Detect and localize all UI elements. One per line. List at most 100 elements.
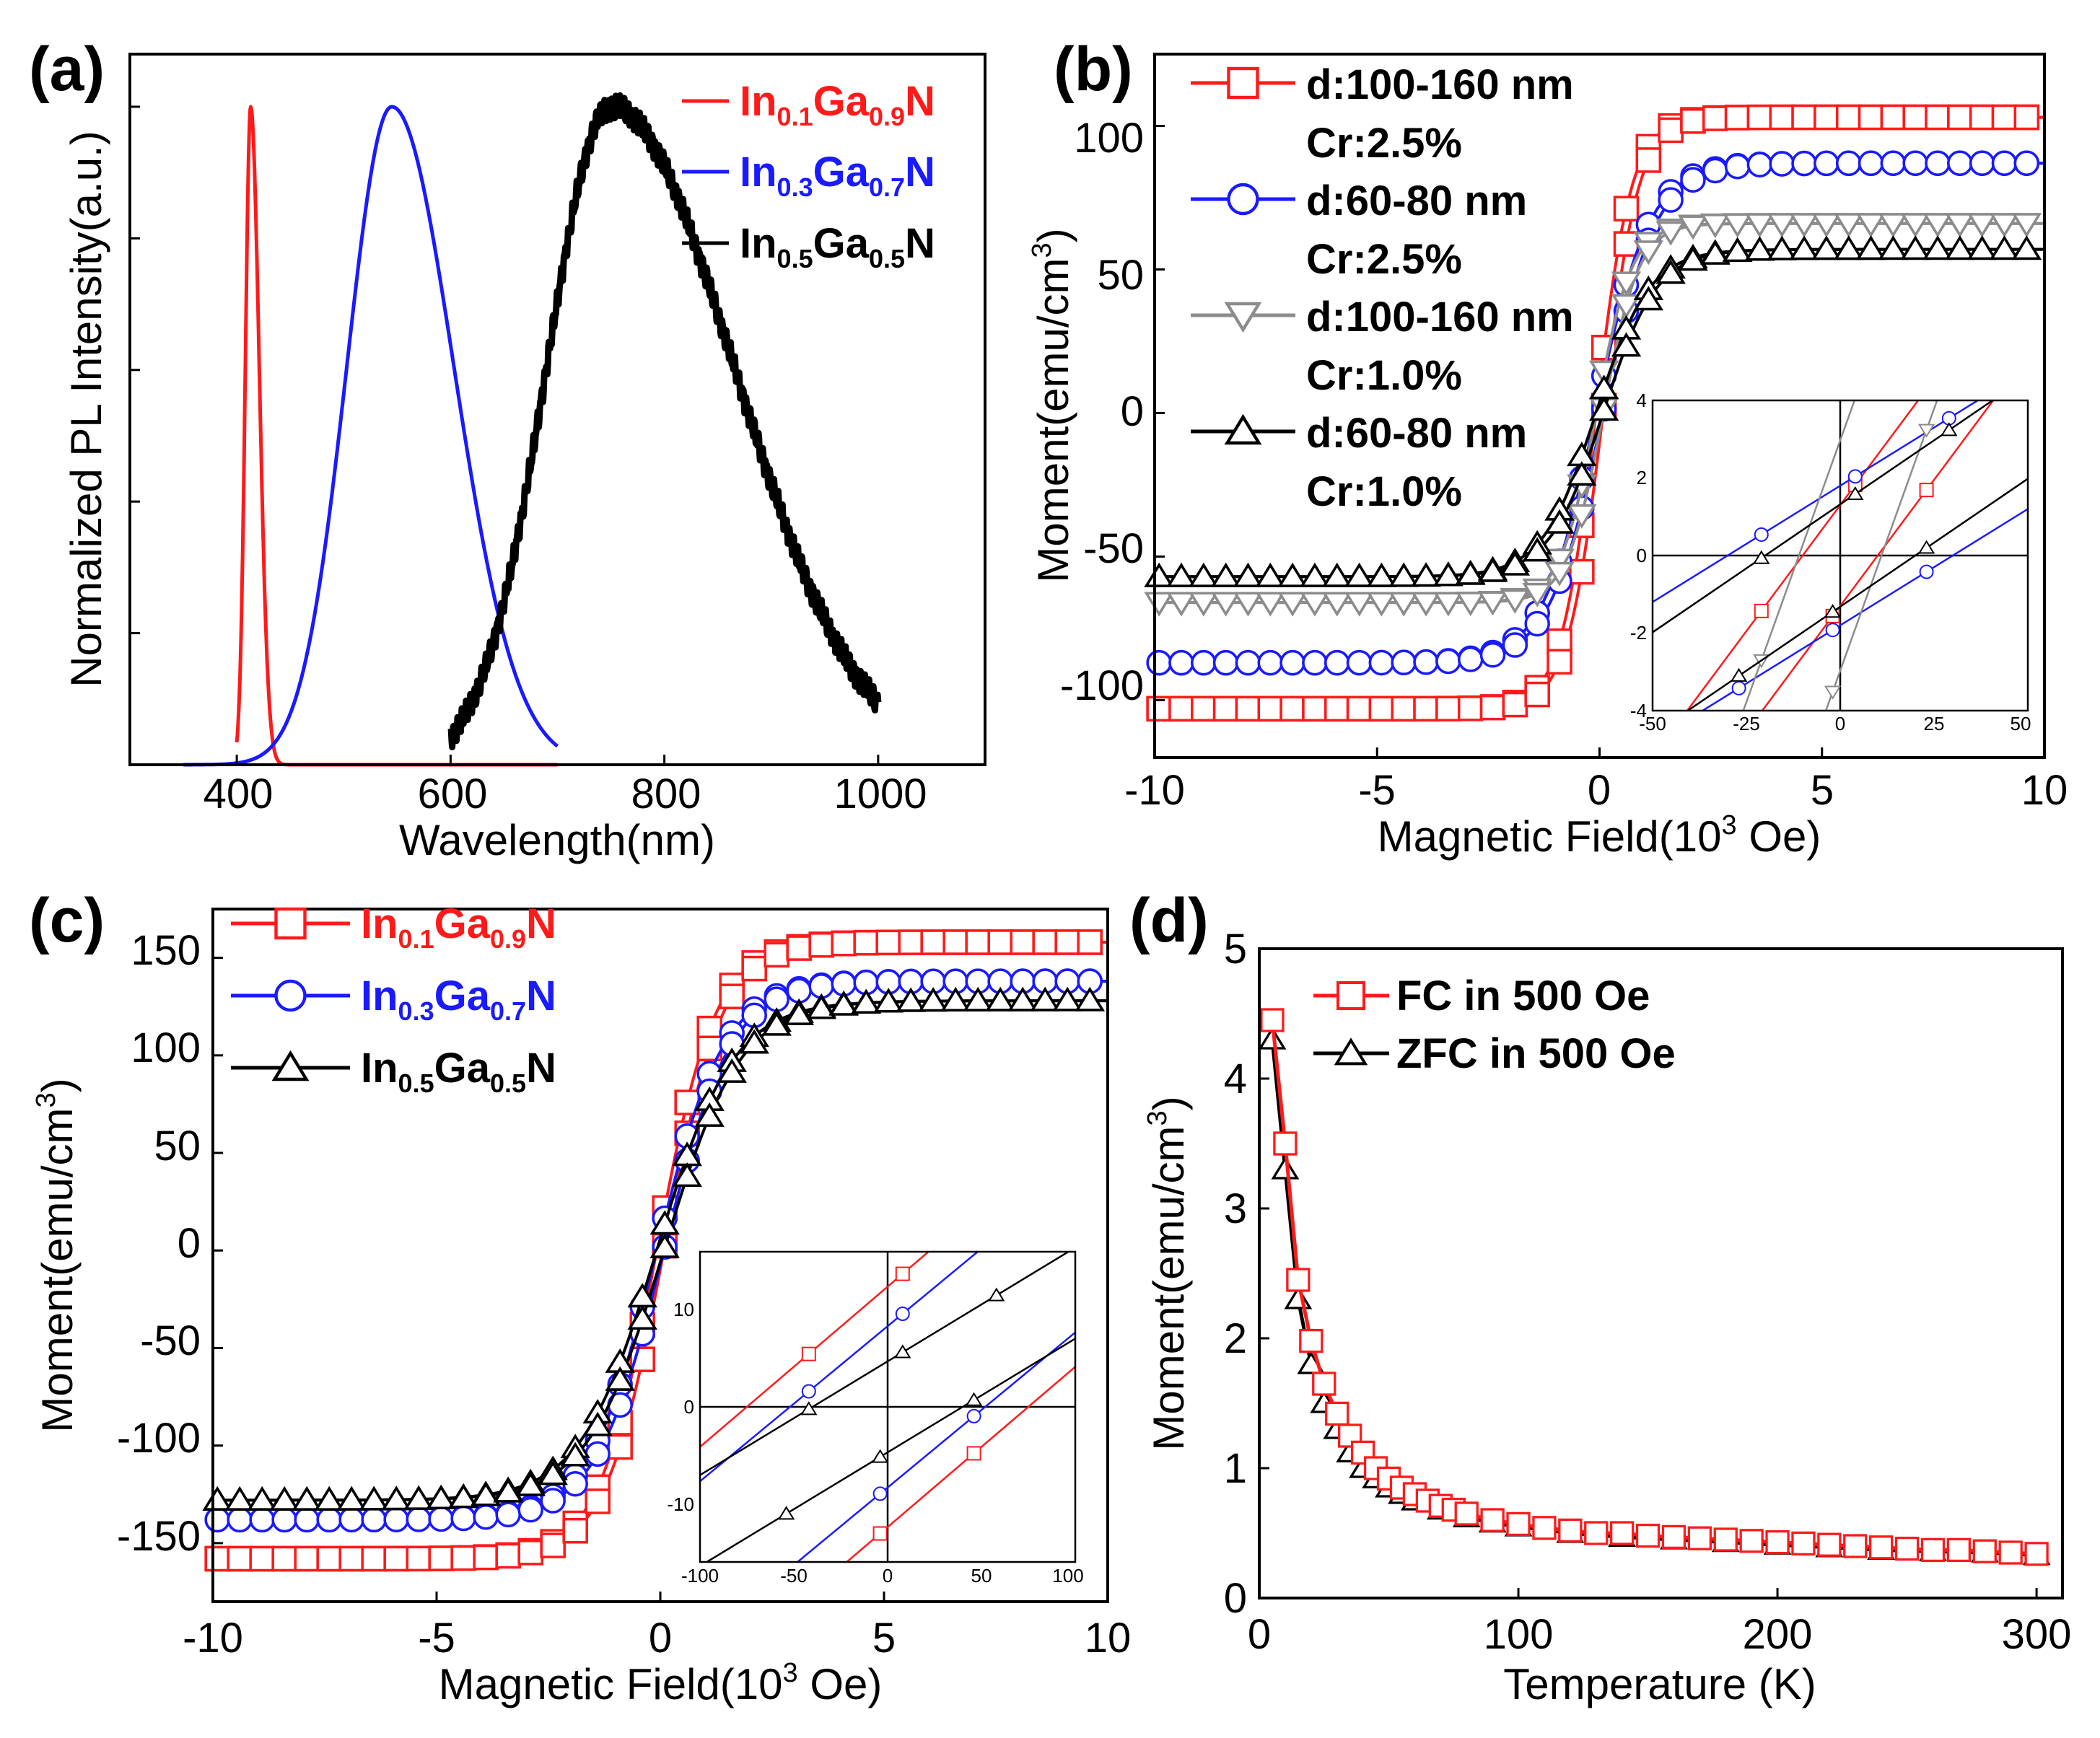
mh-point-gray	[2011, 213, 2042, 238]
inset-branch-blue	[1700, 508, 2028, 711]
panel-a-label: (a)	[29, 35, 105, 104]
mh-point-gray	[1544, 548, 1575, 574]
inset-b-xtick: -25	[1733, 713, 1760, 734]
mh-point-red	[1457, 695, 1484, 721]
legend-b-3-line1: d:100-160 nm	[1306, 294, 1574, 341]
mh-point-blue	[2013, 150, 2040, 176]
mh-point-black	[1966, 235, 1998, 260]
mh-point-blue	[271, 1506, 297, 1533]
mh-point-black	[1922, 235, 1953, 260]
mh-point-blue	[1969, 150, 1995, 176]
inset-point-red	[801, 1346, 816, 1361]
mh-point-red	[1569, 558, 1595, 585]
mh-point-gray	[1855, 213, 1886, 238]
mh-point-black	[1522, 537, 1552, 562]
mh-point-blue	[1413, 649, 1439, 675]
mh-point-blue	[1457, 646, 1484, 672]
mh-point-red	[1212, 695, 1239, 722]
mh-point-black	[761, 1011, 792, 1036]
panel-c-ytick: 50	[154, 1123, 201, 1169]
mh-point-black	[1388, 562, 1419, 587]
panel-d-ticks	[1258, 947, 2038, 1599]
mh-point-gray	[1655, 221, 1686, 246]
mh-point-black	[1030, 986, 1060, 1011]
mh-point-red	[808, 931, 834, 958]
mh-point-red	[853, 930, 879, 956]
mh-point-blue	[1502, 632, 1528, 658]
inset-point-gray	[1824, 685, 1842, 700]
mh-point-gray	[1255, 592, 1286, 617]
mh-point-gray	[1189, 592, 1219, 617]
mh-point-blue	[338, 1506, 364, 1533]
mh-point-red	[517, 1540, 543, 1566]
mh-point-black	[269, 1485, 299, 1511]
mh-point-black	[1433, 561, 1464, 587]
panel-d-ytick: 4	[1224, 1055, 1247, 1102]
inset-c-xtick: 50	[971, 1565, 992, 1586]
mh-point-blue	[1880, 150, 1907, 176]
mh-point-gray	[1300, 592, 1330, 617]
inset-b-xtick: 50	[2011, 713, 2031, 734]
mh-point-black	[1007, 986, 1038, 1011]
mh-point-blue	[1769, 151, 1795, 177]
mh-point-red	[1880, 104, 1907, 131]
inset-b-xtick: -50	[1639, 713, 1666, 734]
mt-point-red	[1661, 1524, 1686, 1550]
inset-branch-blue	[796, 1331, 1075, 1562]
mh-point-black	[1567, 461, 1597, 486]
panel-c-xtick: 5	[872, 1615, 896, 1662]
mt-point-red	[1506, 1511, 1531, 1537]
pl-curve-blue	[182, 105, 559, 767]
mt-point-red	[1687, 1526, 1712, 1550]
panel-b: (b) -10 -5 0 5 10 -100 -50 0 50 100 Magn…	[1027, 35, 2068, 861]
inset-c-ytick: 0	[684, 1396, 694, 1418]
mh-point-red	[1969, 104, 1995, 131]
mh-point-red	[1702, 105, 1728, 131]
mh-point-gray	[1366, 592, 1397, 617]
mt-point-red	[1299, 1328, 1324, 1353]
inset-b-ytick: -2	[1630, 622, 1647, 644]
mh-point-black	[1588, 396, 1619, 421]
inset-b-ytick: 2	[1637, 467, 1647, 488]
panel-d-xtick: 300	[2002, 1611, 2072, 1658]
inset-branch-blue	[1653, 400, 1980, 603]
mh-point-black	[1811, 235, 1842, 260]
mh-point-red	[1658, 117, 1684, 144]
mt-point-red	[1609, 1521, 1635, 1545]
mh-point-black	[1789, 235, 1819, 260]
mh-point-black	[582, 1411, 613, 1436]
mh-point-black	[1834, 235, 1864, 260]
mh-point-black	[1075, 986, 1105, 1011]
inset-c-xtick: -100	[681, 1565, 719, 1586]
panel-d-ytick: 2	[1224, 1315, 1247, 1362]
mh-point-blue	[495, 1501, 521, 1528]
inset-point-blue	[1919, 564, 1934, 579]
mh-point-red	[338, 1545, 364, 1572]
mh-point-black	[605, 1366, 635, 1391]
panel-b-legend-marks	[1191, 66, 1295, 445]
mh-point-gray	[1744, 213, 1775, 238]
panel-d-ytick: 5	[1224, 926, 1247, 973]
inset-lines	[1653, 400, 2028, 711]
panel-b-label: (b)	[1054, 35, 1133, 104]
panel-c-xtick: -5	[418, 1615, 455, 1662]
panel-b-inset: -50 -25 0 25 50 -4 -2 0 2 4	[1630, 390, 2031, 734]
mh-point-black	[806, 994, 836, 1019]
mh-point-gray	[1233, 592, 1264, 617]
panel-b-ticks	[1153, 124, 2046, 758]
mh-point-gray	[1611, 294, 1642, 319]
mh-point-red	[719, 983, 745, 1009]
legend-c-in05-ga05: In0.5Ga0.5N	[361, 1045, 556, 1098]
mh-point-black	[627, 1305, 657, 1330]
mh-point-blue	[562, 1470, 588, 1497]
legend-b-2-line1: d:60-80 nm	[1306, 177, 1527, 224]
panel-d-xtick: 0	[1248, 1611, 1271, 1658]
mh-point-blue	[1368, 649, 1395, 676]
mh-point-blue	[1947, 150, 1973, 176]
mh-point-black	[1722, 237, 1753, 263]
mh-point-blue	[1279, 649, 1305, 676]
mh-point-black	[1855, 235, 1886, 260]
mh-point-red	[1479, 694, 1506, 721]
mh-point-black	[649, 1233, 680, 1258]
